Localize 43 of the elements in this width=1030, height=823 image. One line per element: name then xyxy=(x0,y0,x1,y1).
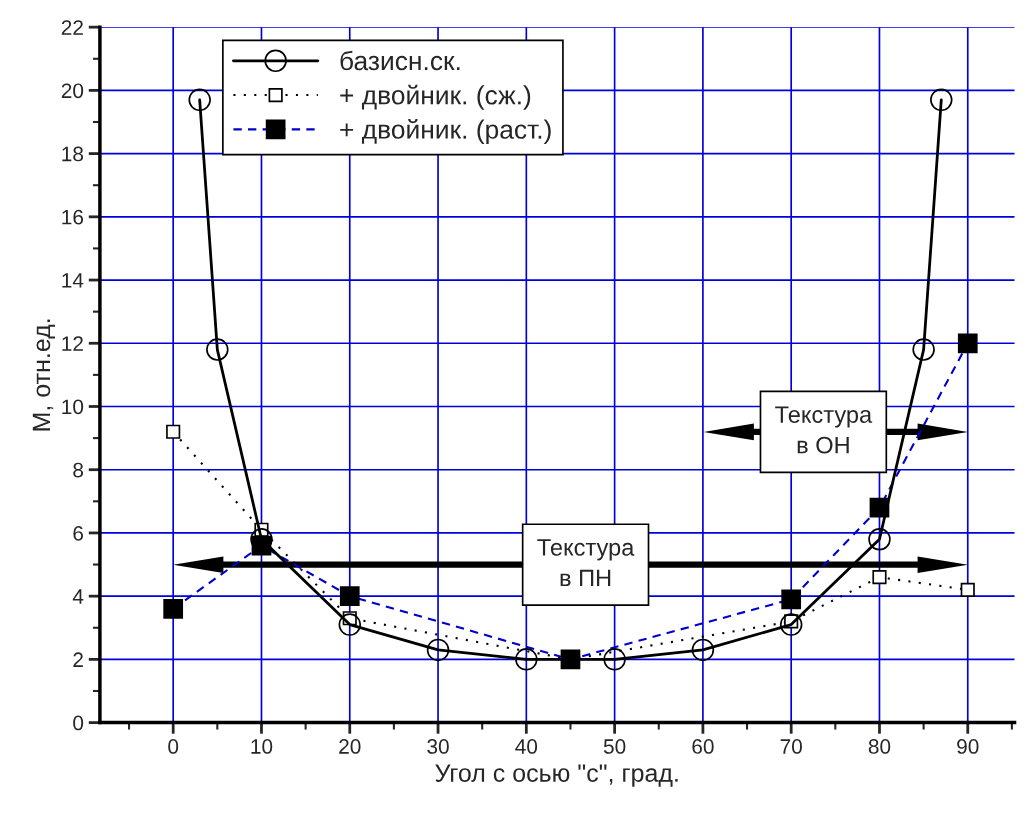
y-tick-label: 4 xyxy=(72,589,84,604)
y-tick-label: 22 xyxy=(61,20,83,35)
y-tick-label: 10 xyxy=(62,399,84,415)
annotation: Текстура в ОН xyxy=(775,406,873,454)
point xyxy=(515,648,538,671)
y-tick-label: 6 xyxy=(73,525,84,541)
legend-label: + двойник. (сж.) xyxy=(340,84,531,110)
x-tick-label: 20 xyxy=(339,739,361,754)
legend-label: базисн.ск. xyxy=(340,50,460,71)
point xyxy=(912,338,935,361)
annotation: Текстура в ПН xyxy=(537,539,635,587)
x-tick-label: 60 xyxy=(692,739,714,754)
y-tick-label: 16 xyxy=(62,209,84,225)
point xyxy=(206,338,229,361)
x-tick-label: 50 xyxy=(603,739,626,754)
legend-label: + двойник. (раст.) xyxy=(340,119,551,145)
point xyxy=(872,570,887,585)
x-tick-label: 90 xyxy=(957,739,979,754)
y-tick-label: 8 xyxy=(73,462,84,478)
x-tick-label: 80 xyxy=(868,739,891,754)
point xyxy=(779,613,803,636)
point xyxy=(188,88,211,112)
x-tick-label: 0 xyxy=(168,739,179,754)
y-axis-title: M, отн.ед. xyxy=(32,319,55,431)
x-tick-label: 10 xyxy=(251,739,273,754)
point xyxy=(691,638,715,662)
point xyxy=(868,527,891,551)
y-tick-label: 2 xyxy=(73,652,83,667)
x-tick-label: 70 xyxy=(780,739,802,754)
y-tick-label: 18 xyxy=(62,146,84,162)
y-tick-label: 20 xyxy=(61,83,84,99)
point xyxy=(960,582,975,597)
point xyxy=(338,613,362,636)
y-tick-label: 14 xyxy=(62,273,84,288)
y-tick-label: 12 xyxy=(62,336,83,351)
x-tick-label: 30 xyxy=(427,739,449,754)
x-axis-title: Угол с осью "с", град. xyxy=(435,764,678,787)
y-tick-label: 0 xyxy=(73,715,84,731)
point xyxy=(166,424,181,439)
x-tick-label: 40 xyxy=(515,739,538,754)
point xyxy=(930,88,953,112)
point xyxy=(426,638,450,662)
point xyxy=(603,648,626,671)
